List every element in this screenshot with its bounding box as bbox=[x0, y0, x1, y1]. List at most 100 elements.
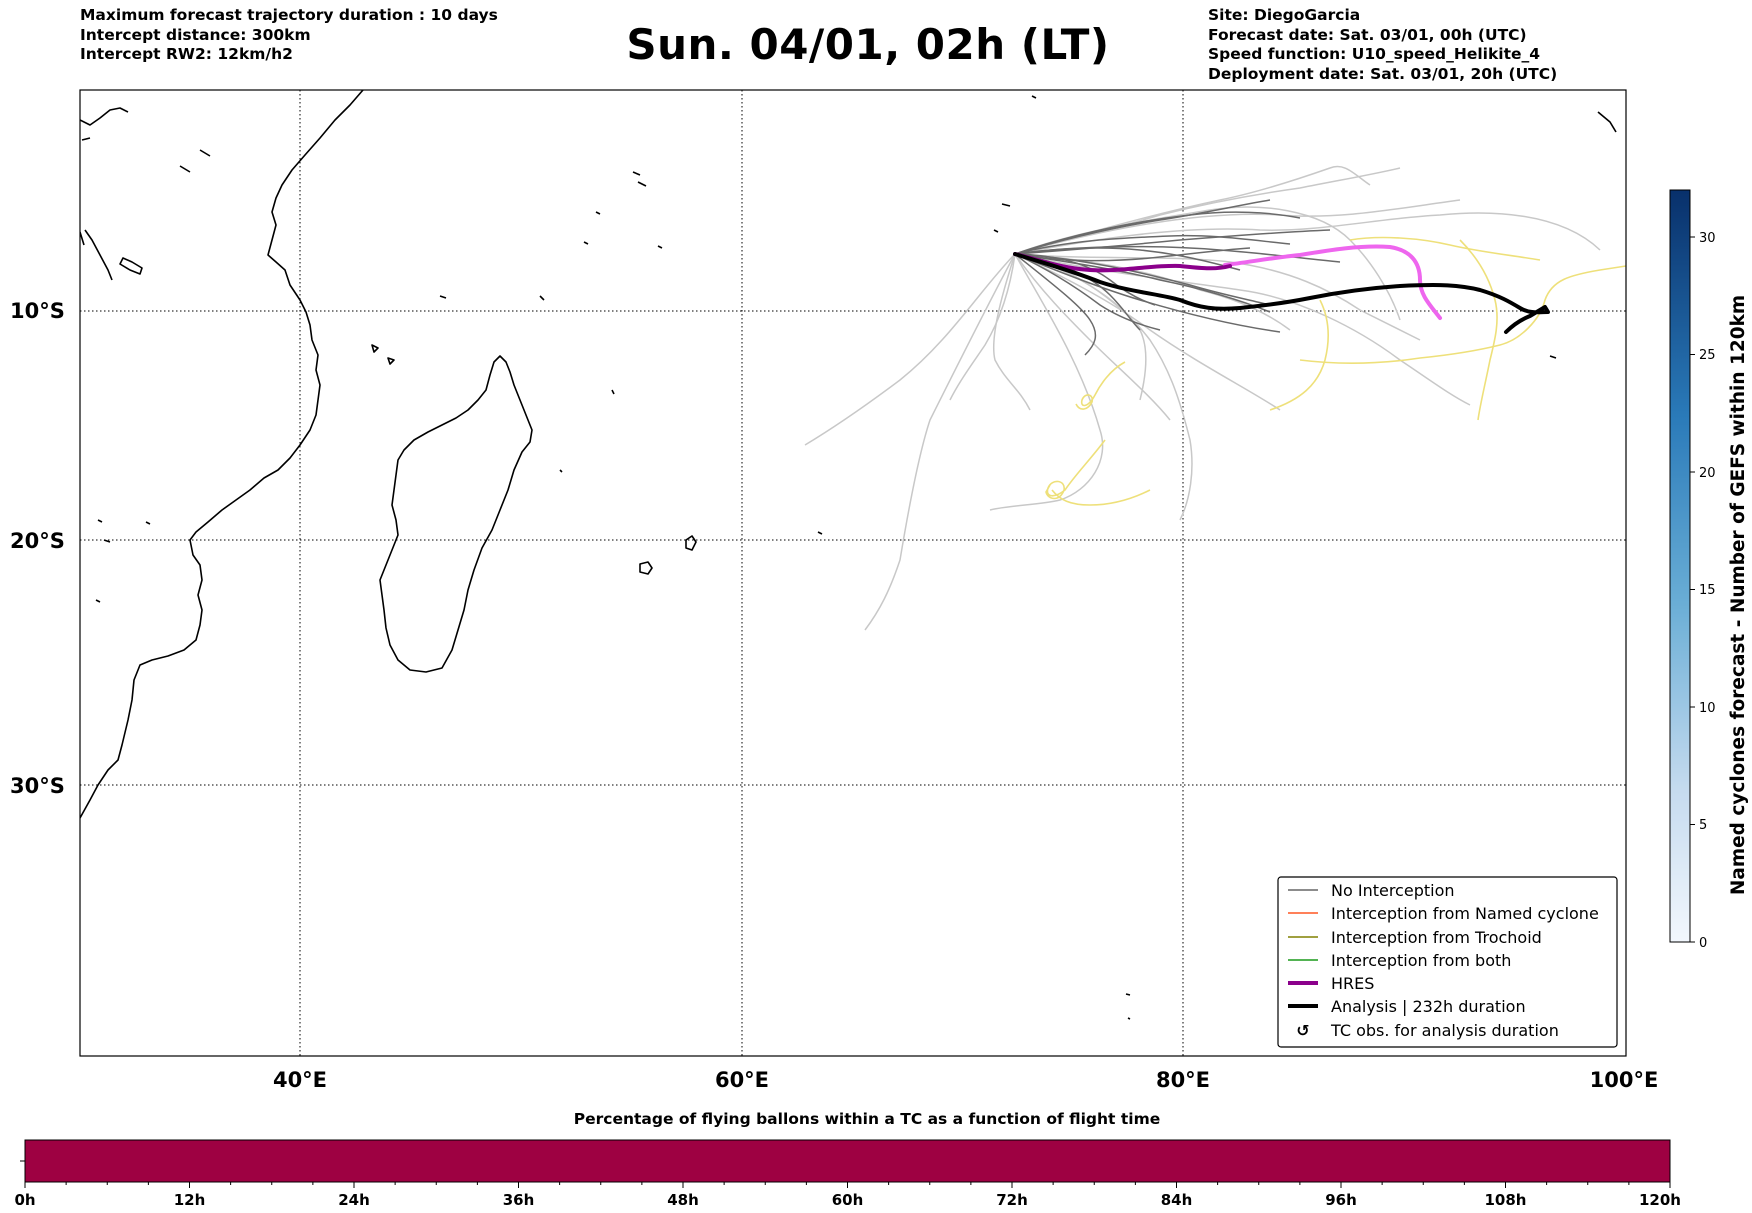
lon-axis-labels: 40°E 60°E 80°E 100°E bbox=[273, 1068, 1658, 1092]
page-title: Sun. 04/01, 02h (LT) bbox=[0, 20, 1752, 69]
tc-obs-symbol-icon: ↺ bbox=[1296, 1021, 1309, 1040]
lon-label-100e: 100°E bbox=[1590, 1068, 1659, 1092]
gefs-track bbox=[949, 253, 1016, 401]
cbar-tick-label: 30 bbox=[1699, 231, 1716, 246]
legend: No Interception Interception from Named … bbox=[1277, 876, 1618, 1048]
bottom-tick-label: 84h bbox=[1161, 1191, 1193, 1209]
page-title-text: Sun. 04/01, 02h (LT) bbox=[626, 20, 1110, 69]
bottom-tick-label: 36h bbox=[503, 1191, 535, 1209]
speed-function-text: Speed function: U10_speed_Helikite_4 bbox=[1208, 45, 1541, 63]
no-interception-track bbox=[1014, 234, 1291, 255]
legend-item-named-cyclone: Interception from Named cyclone bbox=[1288, 904, 1599, 923]
right-colorbar-label: Named cyclones forecast - Number of GEFS… bbox=[1728, 295, 1749, 895]
legend-label-hres: HRES bbox=[1331, 974, 1374, 993]
legend-item-no-interception: No Interception bbox=[1288, 881, 1455, 900]
gefs-track bbox=[804, 253, 1016, 446]
bottom-colorbar-title: Percentage of flying ballons within a TC… bbox=[574, 1110, 1161, 1128]
no-interception-track bbox=[1014, 247, 1241, 271]
no-interception-track bbox=[1014, 247, 1251, 262]
cbar-tick-label: 10 bbox=[1699, 701, 1716, 716]
legend-label-tc-obs: TC obs. for analysis duration bbox=[1330, 1021, 1559, 1040]
cbar-tick-label: 5 bbox=[1699, 818, 1707, 833]
no-interception-track bbox=[1014, 229, 1331, 255]
lon-label-60e: 60°E bbox=[715, 1068, 769, 1092]
legend-label-trochoid: Interception from Trochoid bbox=[1331, 928, 1542, 947]
gefs-track bbox=[992, 253, 1031, 411]
small-islands-west bbox=[95, 149, 615, 603]
right-colorbar-ticks bbox=[1690, 236, 1695, 943]
legend-label-analysis: Analysis | 232h duration bbox=[1331, 997, 1526, 1016]
lat-axis-labels: 10°S 20°S 30°S bbox=[10, 299, 65, 798]
bottom-tick-label: 12h bbox=[174, 1191, 206, 1209]
bottom-tick-label: 0h bbox=[14, 1191, 35, 1209]
yellow-track bbox=[1349, 236, 1541, 261]
bottom-tick-label: 72h bbox=[996, 1191, 1028, 1209]
no-interception-track bbox=[1014, 253, 1161, 331]
no-interception-track bbox=[1014, 253, 1097, 356]
no-interception-track bbox=[1014, 253, 1281, 333]
intercept-distance-text: Intercept distance: 300km bbox=[80, 25, 311, 44]
gridlines bbox=[80, 90, 1626, 1056]
gefs-track bbox=[1014, 253, 1281, 411]
analysis-track bbox=[1013, 252, 1550, 334]
legend-item-hres: HRES bbox=[1288, 974, 1374, 993]
cbar-tick-label: 15 bbox=[1699, 583, 1716, 598]
mascarene-islands bbox=[639, 531, 823, 575]
cbar-tick-label: 25 bbox=[1699, 348, 1716, 363]
yellow-track bbox=[1459, 239, 1498, 421]
maldives-islands bbox=[1031, 95, 1617, 133]
legend-item-both: Interception from both bbox=[1288, 951, 1511, 970]
no-interception-track bbox=[1014, 199, 1271, 255]
lat-label-30s: 30°S bbox=[10, 774, 65, 798]
bottom-tick-label: 96h bbox=[1325, 1191, 1357, 1209]
cbar-tick-label: 20 bbox=[1699, 466, 1716, 481]
legend-label-named-cyclone: Interception from Named cyclone bbox=[1331, 904, 1599, 923]
legend-item-tc-obs: ↺ TC obs. for analysis duration bbox=[1296, 1021, 1559, 1040]
gefs-track bbox=[864, 253, 1016, 631]
no-interception-track bbox=[1014, 253, 1271, 313]
no-interception-track bbox=[1014, 253, 1271, 306]
coastlines bbox=[80, 90, 1617, 1020]
bottom-colorbar-ticks bbox=[24, 1182, 1671, 1188]
chagos-islands bbox=[993, 203, 1557, 359]
right-colorbar-gradient bbox=[1669, 189, 1691, 943]
africa-coastline bbox=[80, 90, 364, 819]
header-right-info: Site: DiegoGarcia Forecast date: Sat. 03… bbox=[1208, 6, 1557, 84]
gefs-track bbox=[1014, 253, 1171, 421]
bottom-tick-label: 24h bbox=[338, 1191, 370, 1209]
gefs-track bbox=[1014, 212, 1601, 255]
socotra-island bbox=[119, 257, 143, 275]
legend-label-no-interception: No Interception bbox=[1331, 881, 1455, 900]
gefs-track bbox=[989, 253, 1104, 511]
gefs-track bbox=[1014, 199, 1461, 255]
legend-label-both: Interception from both bbox=[1331, 951, 1511, 970]
bottom-colorbar: Percentage of flying ballons within a TC… bbox=[14, 1110, 1681, 1209]
yellow-track bbox=[1075, 361, 1126, 410]
legend-item-trochoid: Interception from Trochoid bbox=[1288, 928, 1542, 947]
no-interception-track bbox=[1014, 253, 1156, 306]
lat-label-10s: 10°S bbox=[10, 299, 65, 323]
arabia-coastline bbox=[80, 107, 129, 281]
right-colorbar: 0 5 10 15 20 25 30 Named cyclones foreca… bbox=[1669, 189, 1749, 951]
seychelles-islands bbox=[583, 171, 663, 249]
legend-box bbox=[1277, 876, 1618, 1048]
site-text: Site: DiegoGarcia bbox=[1208, 6, 1361, 24]
bottom-tick-label: 60h bbox=[832, 1191, 864, 1209]
amsterdam-islands bbox=[1125, 993, 1131, 1020]
gefs-track bbox=[1014, 253, 1421, 341]
yellow-track bbox=[1299, 265, 1626, 364]
yellow-track bbox=[1269, 299, 1330, 411]
bottom-tick-label: 108h bbox=[1485, 1191, 1527, 1209]
lon-label-40e: 40°E bbox=[273, 1068, 327, 1092]
forecast-date-text: Forecast date: Sat. 03/01, 00h (UTC) bbox=[1208, 25, 1527, 44]
intercept-rw2-text: Intercept RW2: 12km/h2 bbox=[80, 45, 293, 63]
madagascar-coastline bbox=[379, 355, 533, 673]
comoros-island bbox=[371, 344, 395, 365]
bottom-colorbar-tick-labels: 0h 12h 24h 36h 48h 60h 72h 84h 96h 108h … bbox=[14, 1191, 1681, 1209]
yellow-track bbox=[1045, 439, 1151, 506]
lat-label-20s: 20°S bbox=[10, 529, 65, 553]
bottom-colorbar-fill bbox=[24, 1139, 1671, 1183]
deployment-date-text: Deployment date: Sat. 03/01, 20h (UTC) bbox=[1208, 64, 1558, 83]
yellow-tracks bbox=[1045, 236, 1626, 506]
